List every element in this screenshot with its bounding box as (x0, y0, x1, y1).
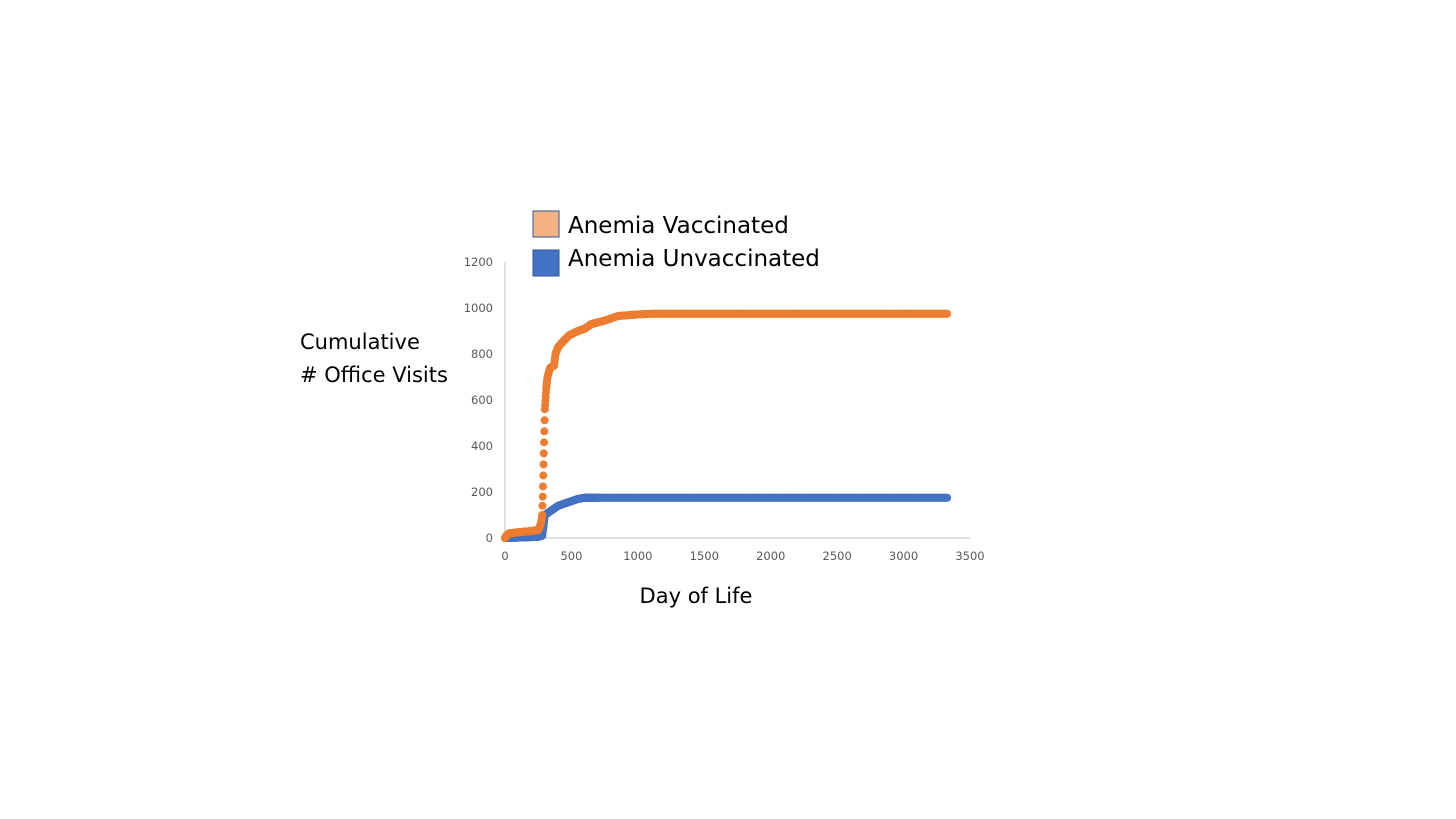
x-tick-label: 2000 (756, 549, 785, 563)
y-tick-label: 1200 (464, 255, 493, 269)
y-tick-label: 1000 (464, 301, 493, 315)
legend: Anemia Vaccinated Anemia Unvaccinated (532, 210, 820, 277)
y-axis-title-line-1: Cumulative (300, 330, 420, 354)
data-point (539, 460, 548, 469)
data-point (943, 309, 952, 318)
y-tick-label: 0 (486, 531, 493, 545)
data-point (538, 501, 547, 510)
y-tick-label: 600 (471, 393, 493, 407)
data-point (540, 427, 549, 436)
legend-label-anemia-vaccinated: Anemia Vaccinated (568, 213, 789, 239)
x-tick-label: 1500 (690, 549, 719, 563)
series-anemia-unvaccinated (501, 493, 952, 542)
data-point (539, 482, 547, 491)
x-tick-label: 2500 (823, 549, 852, 563)
legend-label-anemia-unvaccinated: Anemia Unvaccinated (568, 246, 820, 272)
data-point (538, 511, 547, 519)
data-points (501, 309, 952, 542)
x-axis-title: Day of Life (640, 584, 753, 608)
x-tick-label: 3500 (955, 549, 984, 563)
y-axis-title-line-2: # Office Visits (300, 363, 448, 387)
data-point (943, 493, 952, 502)
legend-swatch-anemia-vaccinated (532, 210, 560, 238)
series-anemia-vaccinated (501, 309, 952, 542)
data-point (539, 449, 548, 458)
y-tick-labels: 0 200 400 600 800 1000 1200 (464, 255, 493, 545)
data-point (540, 438, 549, 447)
legend-swatch-anemia-unvaccinated (532, 249, 560, 277)
x-tick-label: 500 (560, 549, 582, 563)
y-tick-label: 400 (471, 439, 493, 453)
data-point (540, 416, 549, 425)
x-tick-label: 1000 (623, 549, 652, 563)
x-tick-label: 0 (501, 549, 508, 563)
data-point (539, 471, 548, 480)
y-tick-label: 200 (471, 485, 493, 499)
y-tick-label: 800 (471, 347, 493, 361)
x-tick-labels: 0 500 1000 1500 2000 2500 3000 3500 (501, 549, 984, 563)
x-tick-label: 3000 (889, 549, 918, 563)
data-point (538, 492, 547, 501)
